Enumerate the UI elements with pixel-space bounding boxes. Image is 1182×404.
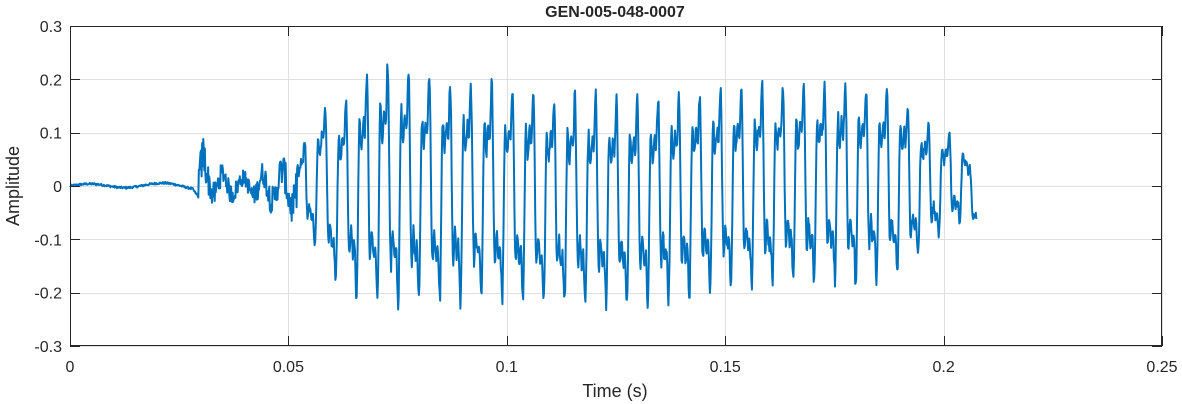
y-tick-label: 0.2 bbox=[40, 72, 62, 89]
x-tick-label: 0.2 bbox=[932, 359, 954, 376]
tick-marks bbox=[70, 26, 1163, 347]
x-axis-label: Time (s) bbox=[582, 381, 647, 401]
x-tick-label: 0.15 bbox=[710, 359, 741, 376]
waveform-series-line bbox=[69, 63, 978, 312]
data-layer bbox=[69, 63, 978, 312]
x-tick-label: 0 bbox=[66, 359, 75, 376]
x-tick-label: 0.05 bbox=[273, 359, 304, 376]
y-tick-label: -0.1 bbox=[34, 232, 62, 249]
y-tick-label: -0.2 bbox=[34, 286, 62, 303]
y-tick-label: -0.3 bbox=[34, 339, 62, 356]
x-tick-label: 0.1 bbox=[496, 359, 518, 376]
chart-title: GEN-005-048-0007 bbox=[545, 4, 685, 21]
x-tick-label: 0.25 bbox=[1146, 359, 1177, 376]
y-tick-label: 0.1 bbox=[40, 126, 62, 143]
tick-labels: 0 0.05 0.1 0.15 0.2 0.25 -0.3 -0.2 -0.1 0 0.1 0.2 0.… bbox=[34, 19, 1177, 376]
y-axis-label: Amplitude bbox=[3, 146, 23, 226]
y-tick-label: 0 bbox=[53, 179, 62, 196]
y-tick-label: 0.3 bbox=[40, 19, 62, 36]
